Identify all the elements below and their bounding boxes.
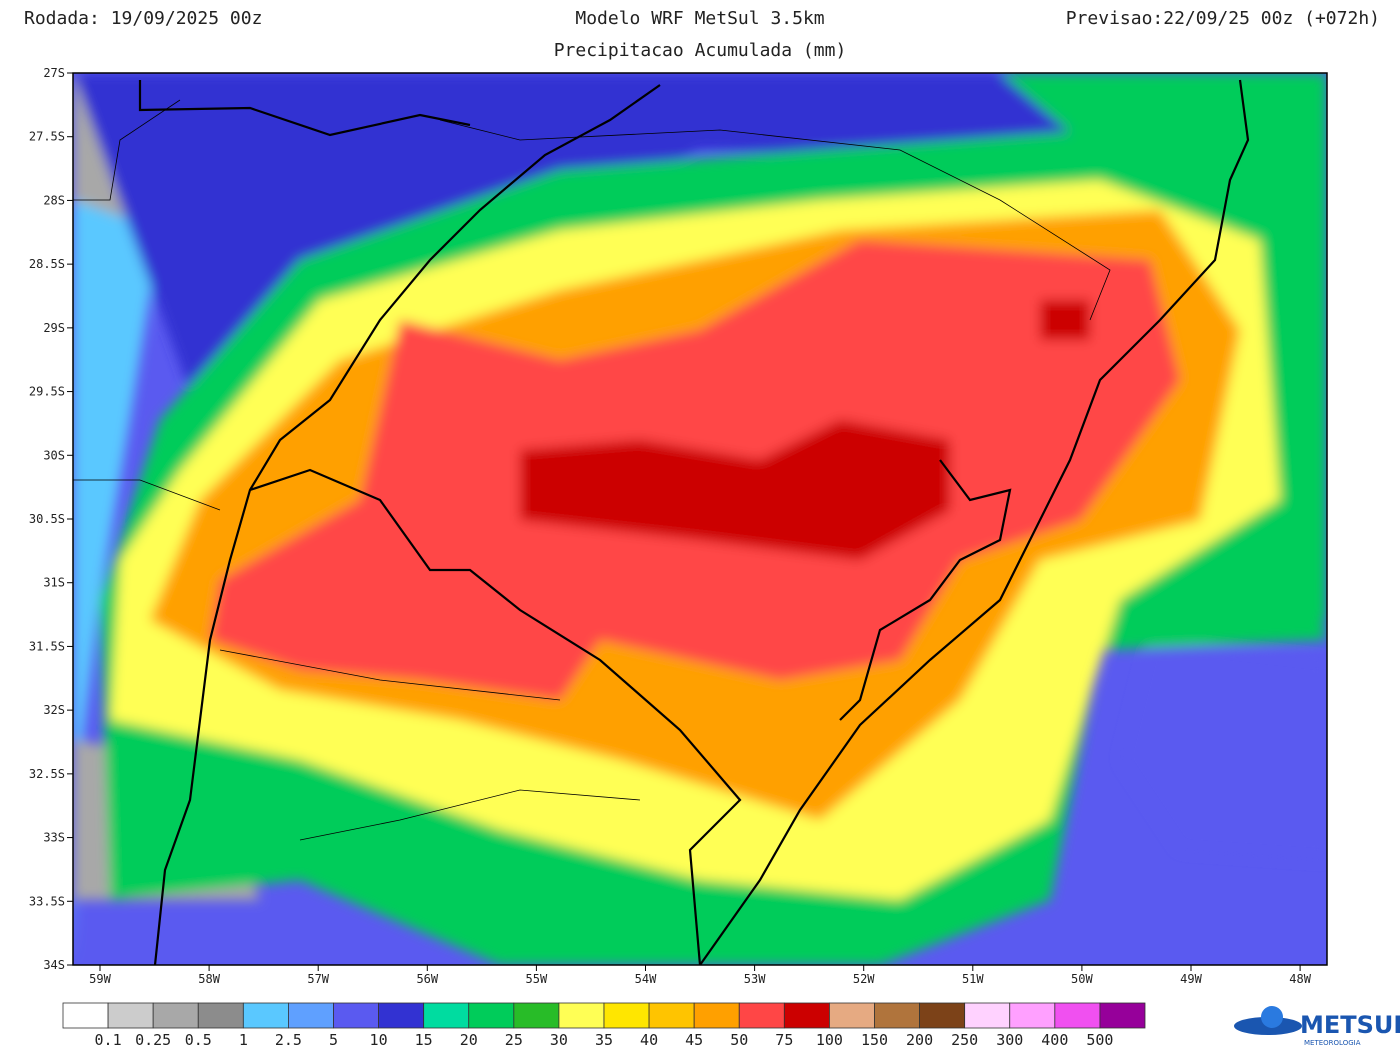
border-west (153, 84, 661, 965)
colorbar-label: 400 (1041, 1031, 1068, 1049)
lon-label: 52W (853, 972, 875, 986)
colorbar-box (738, 1002, 785, 1029)
colorbar-label: 10 (370, 1031, 388, 1049)
field-blue-se (1120, 640, 1327, 860)
colorbar-box (603, 1002, 650, 1029)
logo-tagline: METEOROLOGIA (1304, 1039, 1361, 1047)
coastline (699, 79, 1250, 965)
lat-label: 28S (43, 193, 65, 207)
colorbar: 0.1 0.25 0.5 1 2.5 5 10 15 20 25 30 35 40 45 50 75 100 15… (62, 1002, 1146, 1049)
colorbar-box (1099, 1002, 1146, 1029)
lon-label: 55W (526, 972, 548, 986)
boundaries (138, 79, 1250, 965)
colorbar-box (964, 1002, 1011, 1029)
lat-label: 30S (43, 448, 65, 462)
colorbar-label: 30 (550, 1031, 568, 1049)
logo-globe (1261, 1006, 1283, 1028)
lon-label: 58W (198, 972, 220, 986)
colorbar-label: 45 (685, 1031, 703, 1049)
lat-label: 27S (43, 66, 65, 80)
lat-label: 33.5S (29, 894, 65, 908)
colorbar-label: 1 (239, 1031, 248, 1049)
lon-label: 51W (962, 972, 984, 986)
lon-label: 48W (1289, 972, 1311, 986)
lagoon-shore (839, 459, 1012, 721)
colorbar-label: 250 (951, 1031, 978, 1049)
colorbar-label: 150 (861, 1031, 888, 1049)
colorbar-label: 40 (640, 1031, 658, 1049)
colorbar-box (333, 1002, 379, 1029)
lat-label: 34S (43, 958, 65, 972)
colorbar-label: 25 (505, 1031, 523, 1049)
lon-label: 54W (635, 972, 657, 986)
colorbar-box (829, 1002, 875, 1029)
lon-label: 49W (1180, 972, 1202, 986)
colorbar-box (152, 1002, 199, 1029)
lon-label: 59W (89, 972, 111, 986)
lat-label: 31.5S (29, 639, 65, 653)
lat-label: 31S (43, 576, 65, 590)
lat-label: 29S (43, 321, 65, 335)
lon-label: 56W (416, 972, 438, 986)
border-uruguay (249, 468, 742, 965)
colorbar-label: 15 (415, 1031, 433, 1049)
precip-field (73, 73, 1327, 965)
lon-label: 50W (1071, 972, 1093, 986)
logo-name: METSUL (1300, 1011, 1400, 1039)
colorbar-box (197, 1002, 244, 1029)
colorbar-box (693, 1002, 740, 1029)
subtitle: Precipitacao Acumulada (mm) (554, 40, 847, 61)
colorbar-label: 100 (816, 1031, 843, 1049)
colorbar-box (107, 1002, 154, 1029)
field-darkred (520, 420, 950, 560)
title: Modelo WRF MetSul 3.5km (575, 8, 824, 29)
colorbar-box (468, 1002, 515, 1029)
run-label: Rodada: 19/09/2025 00z (24, 8, 262, 29)
colorbar-label: 0.5 (185, 1031, 212, 1049)
colorbar-label: 35 (595, 1031, 613, 1049)
colorbar-label: 20 (460, 1031, 478, 1049)
lat-label: 28.5S (29, 257, 65, 271)
lat-label: 33S (43, 831, 65, 845)
axis-ticks: 27S 27.5S 28S 28.5S 29S 29.5S 30S 30.5S 31S 31.5S… (29, 66, 1312, 986)
lon-label: 57W (307, 972, 329, 986)
colorbar-label: 0.1 (95, 1031, 122, 1049)
colorbar-label: 5 (329, 1031, 338, 1049)
logo: METSUL METEOROLOGIA (1234, 1006, 1400, 1047)
colorbar-label: 200 (906, 1031, 933, 1049)
colorbar-label: 300 (996, 1031, 1023, 1049)
colorbar-box (874, 1002, 920, 1029)
colorbar-box (558, 1002, 605, 1029)
colorbar-label: 2.5 (275, 1031, 302, 1049)
lat-label: 30.5S (29, 512, 65, 526)
colorbar-box (919, 1002, 966, 1029)
border-north (138, 80, 471, 137)
colorbar-box (423, 1002, 470, 1029)
lat-label: 29.5S (29, 385, 65, 399)
colorbar-box (288, 1002, 334, 1029)
colorbar-box (783, 1002, 830, 1029)
colorbar-box (1054, 1002, 1101, 1029)
colorbar-box (242, 1002, 289, 1029)
lat-label: 32.5S (29, 767, 65, 781)
state-lines (73, 99, 1111, 841)
lon-label: 53W (744, 972, 766, 986)
colorbar-box (62, 1002, 109, 1029)
field-darkred-ne (1040, 300, 1090, 340)
colorbar-box (1009, 1002, 1056, 1029)
valid-label: Previsao:22/09/25 00z (+072h) (1066, 8, 1380, 29)
colorbar-label: 50 (730, 1031, 748, 1049)
lat-label: 27.5S (29, 130, 65, 144)
field-blue-north (73, 73, 1327, 420)
field-lightblue (73, 200, 160, 965)
colorbar-label: 75 (775, 1031, 793, 1049)
colorbar-label: 500 (1086, 1031, 1113, 1049)
colorbar-box (513, 1002, 560, 1029)
colorbar-box (378, 1002, 425, 1029)
colorbar-label: 0.25 (135, 1031, 171, 1049)
colorbar-box (648, 1002, 695, 1029)
lat-label: 32S (43, 703, 65, 717)
